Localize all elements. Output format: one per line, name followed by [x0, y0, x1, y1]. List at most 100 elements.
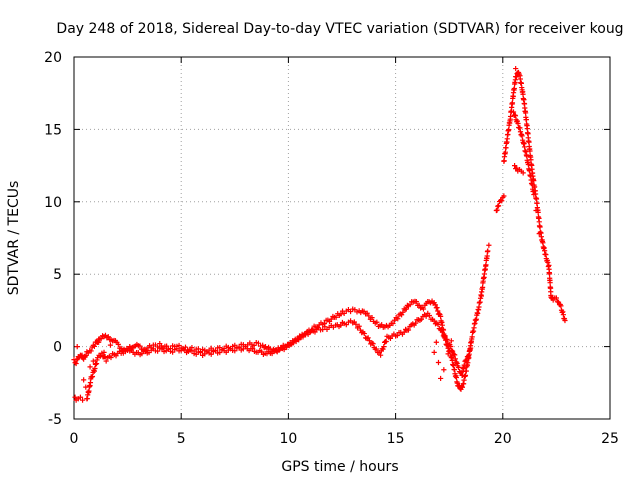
- data-point: [269, 350, 275, 357]
- data-point: [435, 308, 441, 314]
- data-point: [456, 364, 462, 371]
- data-point: [366, 313, 372, 319]
- data-point: [383, 338, 389, 345]
- x-axis-label: GPS time / hours: [281, 459, 398, 475]
- data-point: [293, 338, 299, 345]
- data-point: [486, 242, 492, 248]
- data-point: [73, 360, 79, 367]
- data-point: [468, 345, 474, 351]
- data-point: [529, 182, 535, 188]
- data-point: [164, 343, 170, 349]
- data-point: [479, 284, 486, 290]
- y-tick-label: 20: [44, 50, 62, 66]
- data-point: [520, 91, 526, 97]
- data-point: [418, 316, 424, 322]
- data-point: [484, 253, 490, 259]
- data-point: [89, 374, 95, 380]
- data-point: [485, 248, 491, 254]
- data-point: [459, 384, 466, 390]
- data-point: [502, 149, 509, 155]
- data-point: [105, 334, 111, 340]
- data-point: [72, 360, 78, 366]
- data-point: [96, 339, 102, 345]
- data-point: [503, 145, 509, 151]
- data-point: [364, 310, 370, 316]
- data-point: [435, 359, 442, 366]
- data-point: [436, 311, 442, 317]
- data-point: [466, 353, 472, 359]
- y-tick-label: 5: [53, 267, 62, 283]
- data-point: [510, 109, 517, 115]
- data-point: [520, 170, 526, 176]
- data-point: [77, 394, 84, 400]
- data-point: [83, 384, 89, 390]
- data-point: [499, 198, 505, 204]
- data-point: [431, 349, 437, 355]
- data-point: [514, 165, 520, 171]
- x-tick-label: 10: [279, 431, 297, 447]
- data-point: [509, 100, 516, 106]
- data-point: [91, 343, 97, 349]
- data-point: [467, 346, 473, 352]
- data-point: [448, 343, 454, 350]
- data-point: [120, 350, 126, 356]
- plot-frame: [73, 56, 611, 420]
- data-point: [251, 342, 257, 349]
- data-point: [300, 334, 306, 340]
- data-point: [494, 207, 500, 213]
- data-point: [546, 271, 553, 277]
- data-point: [433, 339, 439, 345]
- data-point: [454, 360, 460, 367]
- data-point: [98, 335, 104, 342]
- data-point: [434, 304, 440, 311]
- data-point: [463, 357, 469, 363]
- data-point: [333, 314, 339, 320]
- data-point: [90, 342, 96, 349]
- data-point: [255, 340, 261, 346]
- x-tick-label: 5: [177, 431, 186, 447]
- data-point: [511, 85, 517, 92]
- y-tick-label: 0: [53, 340, 62, 356]
- data-point: [536, 231, 542, 237]
- data-point: [79, 397, 86, 403]
- data-point: [464, 358, 470, 364]
- data-point: [449, 348, 456, 354]
- x-tick-label: 20: [494, 431, 512, 447]
- data-point: [426, 312, 432, 319]
- data-point: [514, 118, 520, 124]
- data-point: [90, 358, 96, 364]
- data-point: [137, 343, 143, 349]
- data-point: [531, 191, 537, 198]
- data-point: [506, 127, 512, 133]
- data-point: [432, 302, 438, 308]
- data-point: [288, 341, 294, 348]
- data-point: [403, 306, 409, 312]
- y-tick-label: 10: [44, 195, 62, 211]
- data-point: [469, 334, 475, 340]
- data-point: [369, 340, 375, 346]
- data-point: [208, 351, 214, 357]
- data-point: [562, 317, 568, 324]
- data-point: [103, 358, 109, 364]
- data-point: [74, 344, 80, 350]
- data-point: [531, 178, 537, 184]
- x-tick-label: 25: [601, 431, 619, 447]
- data-point: [391, 317, 398, 323]
- data-point: [87, 364, 93, 370]
- data-point: [465, 353, 471, 360]
- data-point: [445, 351, 451, 357]
- data-point: [373, 346, 379, 352]
- data-point: [495, 203, 502, 209]
- data-point: [400, 309, 406, 315]
- data-point: [381, 344, 387, 350]
- data-point: [537, 224, 543, 230]
- data-point: [361, 330, 367, 337]
- data-point: [438, 375, 444, 382]
- data-point: [276, 347, 282, 353]
- data-point: [295, 336, 301, 342]
- data-point: [328, 316, 334, 322]
- data-point: [108, 354, 114, 361]
- data-point: [452, 352, 458, 358]
- data-point: [377, 352, 384, 358]
